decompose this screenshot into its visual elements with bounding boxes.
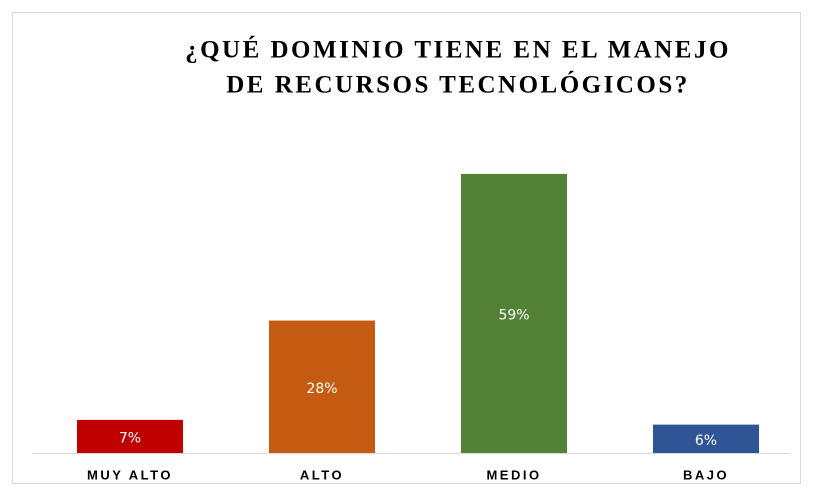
value-label: 28% (306, 381, 337, 397)
value-label: 6% (695, 433, 717, 449)
x-tick-label: MUY ALTO (87, 467, 173, 482)
x-tick-label: ALTO (300, 467, 344, 482)
x-tick-label: MEDIO (486, 467, 541, 482)
value-label: 7% (119, 430, 141, 446)
value-label: 59% (498, 307, 529, 323)
chart-title: DE RECURSOS TECNOLÓGICOS? (226, 71, 690, 99)
bar (461, 173, 567, 453)
chart-title: ¿QUÉ DOMINIO TIENE EN EL MANEJO (185, 36, 731, 64)
chart-border (12, 12, 801, 484)
bar (653, 424, 759, 453)
bar (269, 320, 375, 453)
bar (77, 419, 183, 453)
x-tick-label: BAJO (683, 467, 729, 482)
